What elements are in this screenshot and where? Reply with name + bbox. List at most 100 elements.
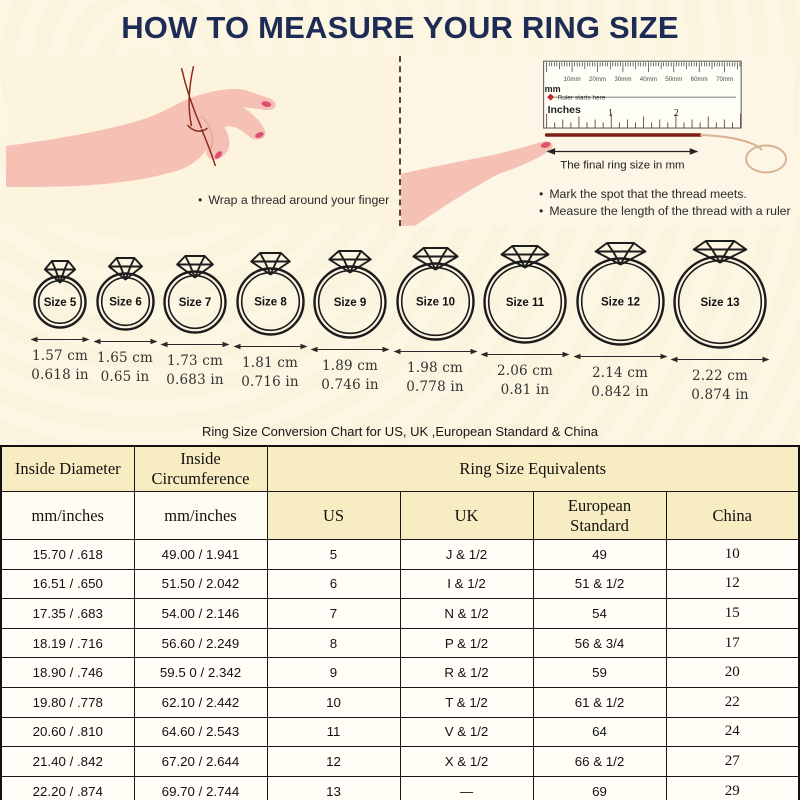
col-ring-size-equivalents: Ring Size Equivalents <box>266 445 800 492</box>
ring-diameter-in: 0.81 in <box>500 381 550 398</box>
ring-diameter-cm: 1.89 cm <box>321 357 379 374</box>
ring-figure: Size 11 2.06 cm 0.81 in <box>480 244 570 400</box>
table-cell: 62.10 / 2.442 <box>133 686 268 718</box>
diameter-arrow <box>573 353 667 360</box>
mm-tick-marks <box>546 62 741 73</box>
table-cell: 22 <box>665 686 800 718</box>
table-cell: 13 <box>266 775 401 800</box>
ring-diameter-in: 0.746 in <box>321 376 379 393</box>
ring-diameter-cm: 2.06 cm <box>496 362 554 379</box>
table-cell: 16.51 / .650 <box>0 568 135 600</box>
ring-diameter-in: 0.716 in <box>241 374 299 390</box>
svg-text:30mm: 30mm <box>614 76 631 83</box>
table-cell: 21.40 / .842 <box>0 746 135 777</box>
diamond-ring-icon: Size 5 <box>33 259 87 329</box>
table-cell: T & 1/2 <box>399 686 534 718</box>
ring-figure: Size 8 1.81 cm 0.716 in <box>233 252 308 392</box>
instruction-bullets: • Mark the spot that the thread meets. • M… <box>539 187 791 218</box>
table-cell: J & 1/2 <box>399 539 534 570</box>
table-caption: Ring Size Conversion Chart for US, UK ,E… <box>202 424 598 439</box>
table-cell: — <box>399 775 534 800</box>
diamond-ring-icon: Size 9 <box>313 249 387 339</box>
table-cell: 59 <box>532 657 667 688</box>
ring-diameter-cm: 1.73 cm <box>166 352 224 369</box>
diamond-ring-icon: Size 13 <box>673 239 767 349</box>
ring-diameter-cm: 1.81 cm <box>241 355 299 372</box>
table-row: 15.70 / .618 49.00 / 1.941 5 J & 1/2 49 10 <box>0 539 800 570</box>
table-cell: 56.60 / 2.249 <box>133 627 268 659</box>
diameter-arrow <box>670 356 770 362</box>
table-cell: 15.70 / .618 <box>0 539 135 570</box>
diameter-arrow <box>30 336 90 342</box>
ring-diameter-cm: 1.57 cm <box>31 347 89 364</box>
svg-text:60mm: 60mm <box>691 76 708 83</box>
bullet-dot-icon: • <box>539 204 544 218</box>
ring-size-label: Size 9 <box>334 297 367 309</box>
table-cell: 67.20 / 2.644 <box>133 746 268 777</box>
table-cell: 17.35 / .683 <box>0 598 135 629</box>
thread-loop <box>745 144 788 174</box>
inch-tick-marks <box>546 113 741 128</box>
mm-labels: 10mm 20mm 30mm 40mm 50mm 60mm 70mm <box>563 76 733 83</box>
col-diameter-units: mm/inches <box>0 491 135 540</box>
table-cell: 61 & 1/2 <box>532 686 667 718</box>
diameter-arrow <box>160 341 230 347</box>
table-cell: 9 <box>266 657 401 688</box>
table-cell: 54 <box>532 598 667 629</box>
ring-diameter-in: 0.618 in <box>31 366 89 383</box>
table-cell: 29 <box>665 775 800 800</box>
ring-figure: Size 13 2.22 cm 0.874 in <box>670 239 770 405</box>
table-cell: 49.00 / 1.941 <box>133 539 268 570</box>
ring-diameter-cm: 1.98 cm <box>406 360 464 377</box>
diameter-arrow <box>480 351 570 357</box>
table-cell: 17 <box>665 627 800 659</box>
table-cell: 22.20 / .874 <box>0 775 135 800</box>
col-circumference-units: mm/inches <box>133 491 268 540</box>
bullet-dot-icon: • <box>198 193 203 207</box>
table-row: 17.35 / .683 54.00 / 2.146 7 N & 1/2 54 15 <box>0 598 800 629</box>
table-cell: I & 1/2 <box>399 568 534 600</box>
bullet-dot-icon: • <box>539 187 544 201</box>
table-row: 18.90 / .746 59.5 0 / 2.342 9 R & 1/2 59 20 <box>0 657 800 688</box>
conversion-table-header: Inside Diameter Inside Circumference Rin… <box>0 445 800 540</box>
table-row: 16.51 / .650 51.50 / 2.042 6 I & 1/2 51 & 1/… <box>0 568 800 600</box>
ring-figure: Size 6 1.65 cm 0.65 in <box>93 257 158 387</box>
instruction-panels: • Wrap a thread around your finger 10mm 2… <box>6 56 794 226</box>
table-cell: 69 <box>532 775 667 800</box>
table-cell: 10 <box>266 686 401 718</box>
table-cell: 27 <box>665 746 800 777</box>
inch-number: 1 <box>608 108 613 119</box>
table-cell: 5 <box>266 539 401 570</box>
hand-silhouette <box>6 88 276 187</box>
diameter-arrow <box>393 348 477 355</box>
conversion-table: Inside Diameter Inside Circumference Rin… <box>0 445 800 800</box>
ring-diameter-cm: 1.65 cm <box>96 350 154 367</box>
instruction-bullet: • Wrap a thread around your finger <box>198 193 389 207</box>
table-cell: 7 <box>266 598 401 629</box>
table-cell: 18.19 / .716 <box>0 627 135 659</box>
table-cell: X & 1/2 <box>399 746 534 777</box>
table-cell: 20 <box>665 657 800 688</box>
table-cell: R & 1/2 <box>399 657 534 688</box>
ring-size-label: Size 7 <box>179 297 212 309</box>
bullet-text: Wrap a thread around your finger <box>208 193 390 207</box>
ring-size-label: Size 12 <box>601 297 640 309</box>
diamond-ring-icon: Size 6 <box>95 257 155 331</box>
col-uk: UK <box>399 491 534 540</box>
ring-size-label: Size 10 <box>416 297 455 309</box>
table-cell: 64 <box>532 716 667 748</box>
table-cell: 24 <box>665 716 800 748</box>
table-cell: 66 & 1/2 <box>532 746 667 777</box>
table-cell: 20.60 / .810 <box>0 716 135 748</box>
table-cell: V & 1/2 <box>399 716 534 748</box>
thread-icon <box>180 66 217 167</box>
mm-unit-label: mm <box>545 84 561 94</box>
nail-icon <box>255 132 264 138</box>
table-row: 18.19 / .716 56.60 / 2.249 8 P & 1/2 56 & 3/… <box>0 627 800 659</box>
table-row: 22.20 / .874 69.70 / 2.744 13—69 29 <box>0 775 800 800</box>
ring-size-label: Size 13 <box>701 297 740 309</box>
instruction-bullet: • Mark the spot that the thread meets. <box>539 187 791 201</box>
col-inside-circumference: Inside Circumference <box>133 445 268 492</box>
col-us: US <box>266 491 401 540</box>
table-cell: 59.5 0 / 2.342 <box>133 657 268 688</box>
